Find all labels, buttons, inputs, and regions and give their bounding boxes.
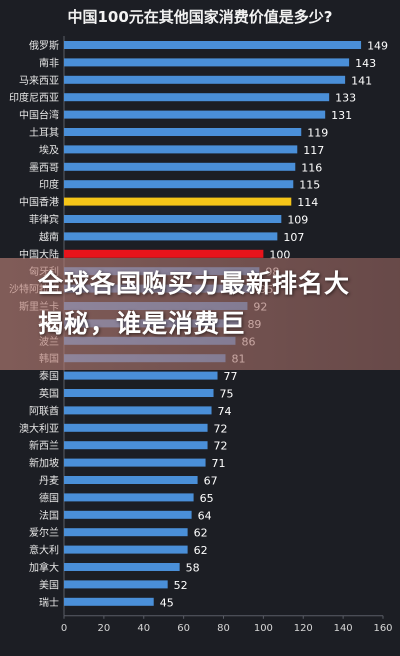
data-label: 62: [194, 544, 208, 557]
bar: [64, 162, 296, 171]
x-tick-label: 20: [98, 623, 111, 634]
category-label: 南非: [39, 56, 59, 69]
bar: [64, 493, 194, 502]
data-label: 71: [212, 457, 226, 470]
category-label: 意大利: [29, 544, 59, 557]
category-label: 瑞士: [39, 596, 59, 609]
bar: [64, 528, 188, 537]
bar: [64, 389, 214, 397]
category-label: 土耳其: [29, 126, 59, 139]
x-tick-label: 100: [254, 623, 273, 634]
category-label: 澳大利亚: [19, 422, 59, 435]
bar: [64, 371, 218, 380]
category-label: 埃及: [39, 143, 59, 156]
data-label: 116: [301, 161, 322, 174]
data-label: 74: [218, 405, 232, 418]
x-tick-label: 60: [177, 623, 190, 634]
data-label: 62: [194, 527, 208, 540]
x-tick-label: 0: [61, 623, 67, 634]
data-label: 117: [303, 144, 324, 157]
data-label: 67: [204, 475, 218, 488]
bar: [64, 75, 346, 84]
bar: [64, 563, 180, 571]
data-label: 114: [297, 196, 318, 209]
bar: [64, 545, 188, 554]
category-label: 中国香港: [19, 196, 59, 209]
data-label: 119: [307, 127, 328, 140]
category-label: 法国: [39, 509, 59, 522]
category-label: 美国: [39, 578, 59, 591]
data-label: 72: [214, 440, 228, 453]
category-label: 马来西亚: [19, 75, 59, 87]
bar: [64, 406, 212, 415]
x-tick-label: 120: [294, 623, 313, 634]
data-label: 72: [214, 422, 228, 435]
bar: [64, 197, 292, 206]
data-label: 109: [287, 214, 308, 227]
x-tick-label: 160: [373, 623, 392, 634]
bar: [64, 41, 362, 49]
category-label: 阿联酋: [29, 404, 59, 417]
headline-text: 全球各国购买力最新排名大揭秘，谁是消费巨: [38, 269, 351, 338]
x-tick-label: 40: [137, 623, 150, 634]
category-label: 俄罗斯: [29, 39, 59, 52]
data-label: 115: [299, 179, 320, 192]
bar: [64, 232, 278, 241]
bar: [64, 580, 168, 589]
data-label: 107: [283, 231, 304, 244]
category-label: 墨西哥: [29, 162, 59, 174]
category-label: 菲律宾: [29, 213, 59, 226]
data-label: 65: [200, 492, 214, 505]
bar: [64, 476, 198, 484]
bar: [64, 145, 298, 154]
data-label: 64: [198, 509, 212, 522]
category-label: 加拿大: [29, 561, 59, 574]
data-label: 45: [160, 596, 174, 609]
category-label: 中国大陆: [19, 248, 59, 261]
data-label: 131: [331, 109, 352, 122]
category-label: 新西兰: [29, 439, 59, 452]
data-label: 141: [351, 74, 372, 87]
category-label: 印度: [39, 178, 59, 191]
bar: [64, 441, 208, 450]
data-label: 133: [335, 92, 356, 105]
data-label: 143: [355, 57, 376, 70]
category-label: 丹麦: [39, 475, 59, 487]
bar: [64, 458, 206, 467]
bar: [64, 180, 294, 189]
chart-title: 中国100元在其他国家消费价值是多少?: [67, 8, 333, 26]
category-label: 越南: [39, 230, 59, 243]
x-tick-label: 140: [334, 623, 353, 634]
category-label: 爱尔兰: [29, 526, 59, 539]
data-label: 52: [174, 579, 188, 592]
category-label: 印度尼西亚: [9, 91, 59, 104]
headline-banner: [0, 258, 400, 370]
bar: [64, 215, 282, 223]
category-label: 新加坡: [29, 457, 59, 470]
data-label: 77: [224, 370, 238, 383]
bar: [64, 423, 208, 432]
bar: [64, 110, 326, 119]
bar: [64, 249, 264, 258]
category-label: 中国台湾: [19, 109, 59, 122]
data-label: 75: [220, 388, 234, 401]
bar: [64, 58, 350, 67]
category-label: 英国: [39, 387, 59, 400]
bar: [64, 510, 192, 519]
x-tick-label: 80: [217, 623, 230, 634]
category-label: 德国: [39, 491, 59, 504]
bar: [64, 128, 302, 136]
data-label: 58: [186, 562, 200, 575]
bar: [64, 93, 330, 102]
data-label: 149: [367, 40, 388, 53]
category-label: 泰国: [39, 370, 59, 383]
bar: [64, 597, 154, 606]
